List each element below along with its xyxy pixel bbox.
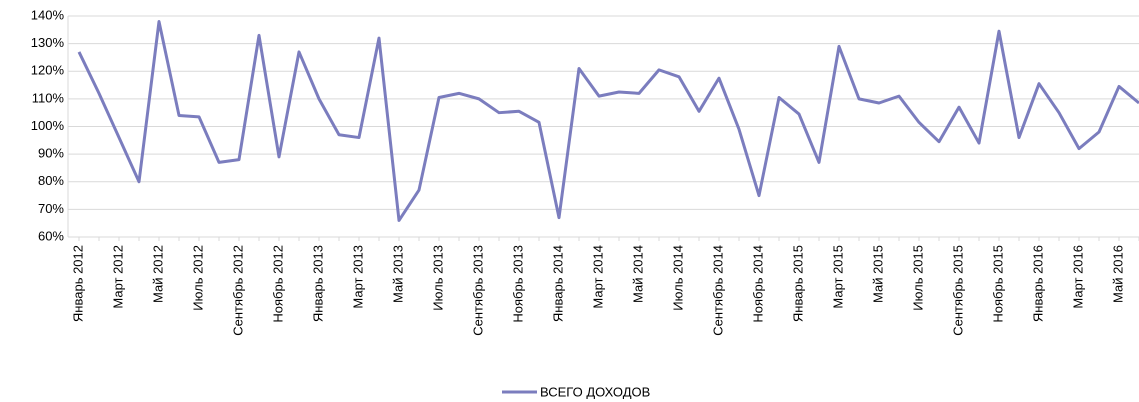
x-tick-label: Май 2013 xyxy=(390,245,405,303)
x-tick-label: Май 2012 xyxy=(150,245,165,303)
x-tick-label: Июль 2012 xyxy=(190,245,205,311)
y-tick-label: 60% xyxy=(38,228,64,243)
x-tick-label: Июль 2013 xyxy=(430,245,445,311)
legend-label: ВСЕГО ДОХОДОВ xyxy=(540,384,650,399)
y-tick-label: 110% xyxy=(32,90,65,105)
x-tick-label: Ноябрь 2012 xyxy=(270,245,285,323)
y-tick-label: 120% xyxy=(31,63,65,78)
x-tick-label: Июль 2014 xyxy=(670,245,685,311)
x-tick-label: Ноябрь 2013 xyxy=(510,245,525,323)
y-tick-label: 90% xyxy=(38,146,64,161)
x-tick-label: Январь 2016 xyxy=(1030,245,1045,322)
x-tick-label: Март 2012 xyxy=(110,245,125,309)
x-tick-label: Сентябрь 2013 xyxy=(470,245,485,336)
x-tick-label: Сентябрь 2015 xyxy=(950,245,965,336)
x-tick-label: Январь 2012 xyxy=(70,245,85,322)
x-tick-label: Март 2013 xyxy=(350,245,365,309)
x-tick-label: Сентябрь 2014 xyxy=(710,245,725,336)
x-tick-label: Январь 2013 xyxy=(310,245,325,322)
x-tick-label: Январь 2014 xyxy=(550,245,565,322)
x-tick-label: Май 2014 xyxy=(630,245,645,303)
x-tick-label: Март 2016 xyxy=(1070,245,1085,309)
x-tick-label: Январь 2015 xyxy=(790,245,805,322)
x-tick-label: Ноябрь 2015 xyxy=(990,245,1005,323)
x-tick-label: Ноябрь 2014 xyxy=(750,245,765,323)
x-tick-label: Март 2015 xyxy=(830,245,845,309)
y-tick-label: 140% xyxy=(31,7,65,22)
x-tick-label: Март 2014 xyxy=(590,245,605,309)
x-tick-label: Сентябрь 2012 xyxy=(230,245,245,336)
x-tick-label: Май 2015 xyxy=(870,245,885,303)
x-tick-label: Май 2016 xyxy=(1110,245,1125,303)
y-tick-label: 70% xyxy=(38,201,64,216)
y-tick-label: 80% xyxy=(38,173,64,188)
data-line xyxy=(77,20,1139,222)
legend-item: ВСЕГО ДОХОДОВ xyxy=(502,384,650,399)
y-tick-label: 130% xyxy=(31,35,65,50)
y-tick-label: 100% xyxy=(31,118,65,133)
x-tick-label: Июль 2015 xyxy=(910,245,925,311)
